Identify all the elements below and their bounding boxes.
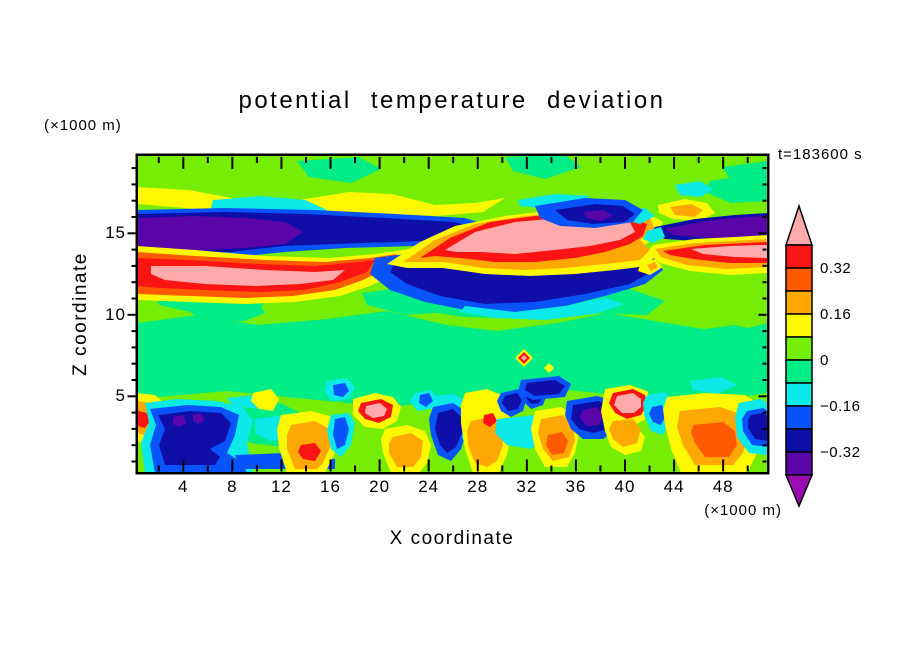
x-tick-label-16: 16 (320, 477, 341, 496)
contour-region-pink (151, 266, 345, 286)
contour-region-violet (580, 407, 604, 426)
y-tick-label-5: 5 (115, 386, 126, 406)
colorbar (784, 203, 814, 508)
x-axis-title: X coordinate (389, 528, 515, 549)
colorbar-arrow-bottom (784, 474, 814, 508)
chart-title: potential temperature deviation (238, 87, 666, 114)
x-tick-label-32: 32 (516, 477, 538, 496)
x-axis-unit-label: (×1000 m) (704, 502, 782, 519)
x-tick-label-12: 12 (270, 477, 292, 496)
contour-region-blue (333, 383, 349, 397)
contour-region-springgreen (671, 325, 768, 383)
x-tick-label-28: 28 (467, 477, 489, 496)
contour-region-violet (665, 216, 768, 241)
colorbar-label-−0.16: −0.16 (820, 398, 861, 415)
contour-region-orangered (546, 432, 568, 455)
upper-wave-band-center (370, 194, 663, 320)
time-annotation: t=183600 s (778, 146, 863, 163)
contour-region-springgreen (505, 155, 581, 179)
contour-region-cyan (460, 298, 625, 320)
colorbar-swatch-yellow (785, 313, 813, 338)
contour-region-blue (419, 393, 433, 407)
contour-region-orange (389, 433, 423, 467)
colorbar-swatch-orangered (785, 267, 813, 292)
colorbar-label-−0.32: −0.32 (820, 444, 861, 461)
contour-region-yellow (544, 363, 554, 373)
colorbar-label-0.16: 0.16 (820, 306, 852, 323)
x-tick-label-8: 8 (227, 477, 238, 496)
colorbar-swatch-red (785, 244, 813, 269)
x-tick-label-48: 48 (712, 477, 734, 496)
colorbar-swatch-orange (785, 290, 813, 315)
contour-region-springgreen (707, 175, 768, 203)
contour-region-yellow (251, 389, 279, 411)
contour-region-navy (748, 413, 768, 441)
contour-region-violet (173, 415, 187, 427)
colorbar-swatch-violet (785, 451, 813, 476)
contour-region-cyan (690, 377, 737, 394)
colorbar-swatch-blue (785, 405, 813, 430)
y-tick-label-10: 10 (105, 304, 126, 324)
mid-level-warm-spot (515, 349, 554, 373)
contour-region-violet (137, 216, 303, 252)
contour-region-pink (691, 245, 768, 258)
contour-region-cyan (675, 181, 713, 197)
colorbar-swatch-chartreuse (785, 336, 813, 361)
contour-field (137, 155, 768, 473)
colorbar-arrow-top (784, 203, 814, 246)
colorbar-swatch-navy (785, 428, 813, 453)
x-tick-label-24: 24 (418, 477, 440, 496)
y-axis-unit-label: (×1000 m) (44, 117, 122, 134)
contour-region-red (298, 443, 321, 461)
contour-region-violet (583, 210, 613, 221)
contour-region-blue (333, 417, 349, 449)
contour-region-navy (435, 409, 462, 453)
contour-region-orange (670, 204, 703, 217)
colorbar-label-0: 0 (820, 352, 829, 369)
upper-wave-band-left (137, 187, 505, 304)
contour-region-orangered (691, 422, 737, 457)
contour-region-pink (521, 355, 527, 361)
contour-region-red (138, 411, 150, 428)
x-tick-label-44: 44 (663, 477, 685, 496)
contour-region-orange (609, 419, 641, 447)
contour-region-red (483, 413, 497, 427)
contour-region-springgreen (297, 157, 381, 183)
y-tick-label-15: 15 (105, 223, 126, 243)
contour-region-orange (647, 262, 658, 271)
contour-region-blue (649, 405, 666, 425)
upper-wave-band-right (638, 181, 768, 275)
contour-region-cyan (643, 227, 665, 243)
contour-region-springgreen (137, 311, 768, 407)
x-tick-label-4: 4 (178, 477, 189, 496)
x-tick-label-20: 20 (369, 477, 391, 496)
contour-region-orange (467, 417, 503, 467)
x-tick-label-36: 36 (565, 477, 587, 496)
plot-border (135, 153, 770, 475)
contour-region-pink (614, 393, 641, 413)
contour-region-navy (502, 393, 522, 411)
boundary-layer-features (137, 376, 768, 473)
colorbar-label-0.32: 0.32 (820, 260, 852, 277)
x-tick-label-40: 40 (614, 477, 636, 496)
contour-region-violet (193, 414, 205, 424)
contour-region-navy (525, 380, 565, 396)
colorbar-swatch-cyan (785, 382, 813, 407)
colorbar-swatch-springgreen (785, 359, 813, 384)
contour-region-pink (365, 403, 387, 418)
